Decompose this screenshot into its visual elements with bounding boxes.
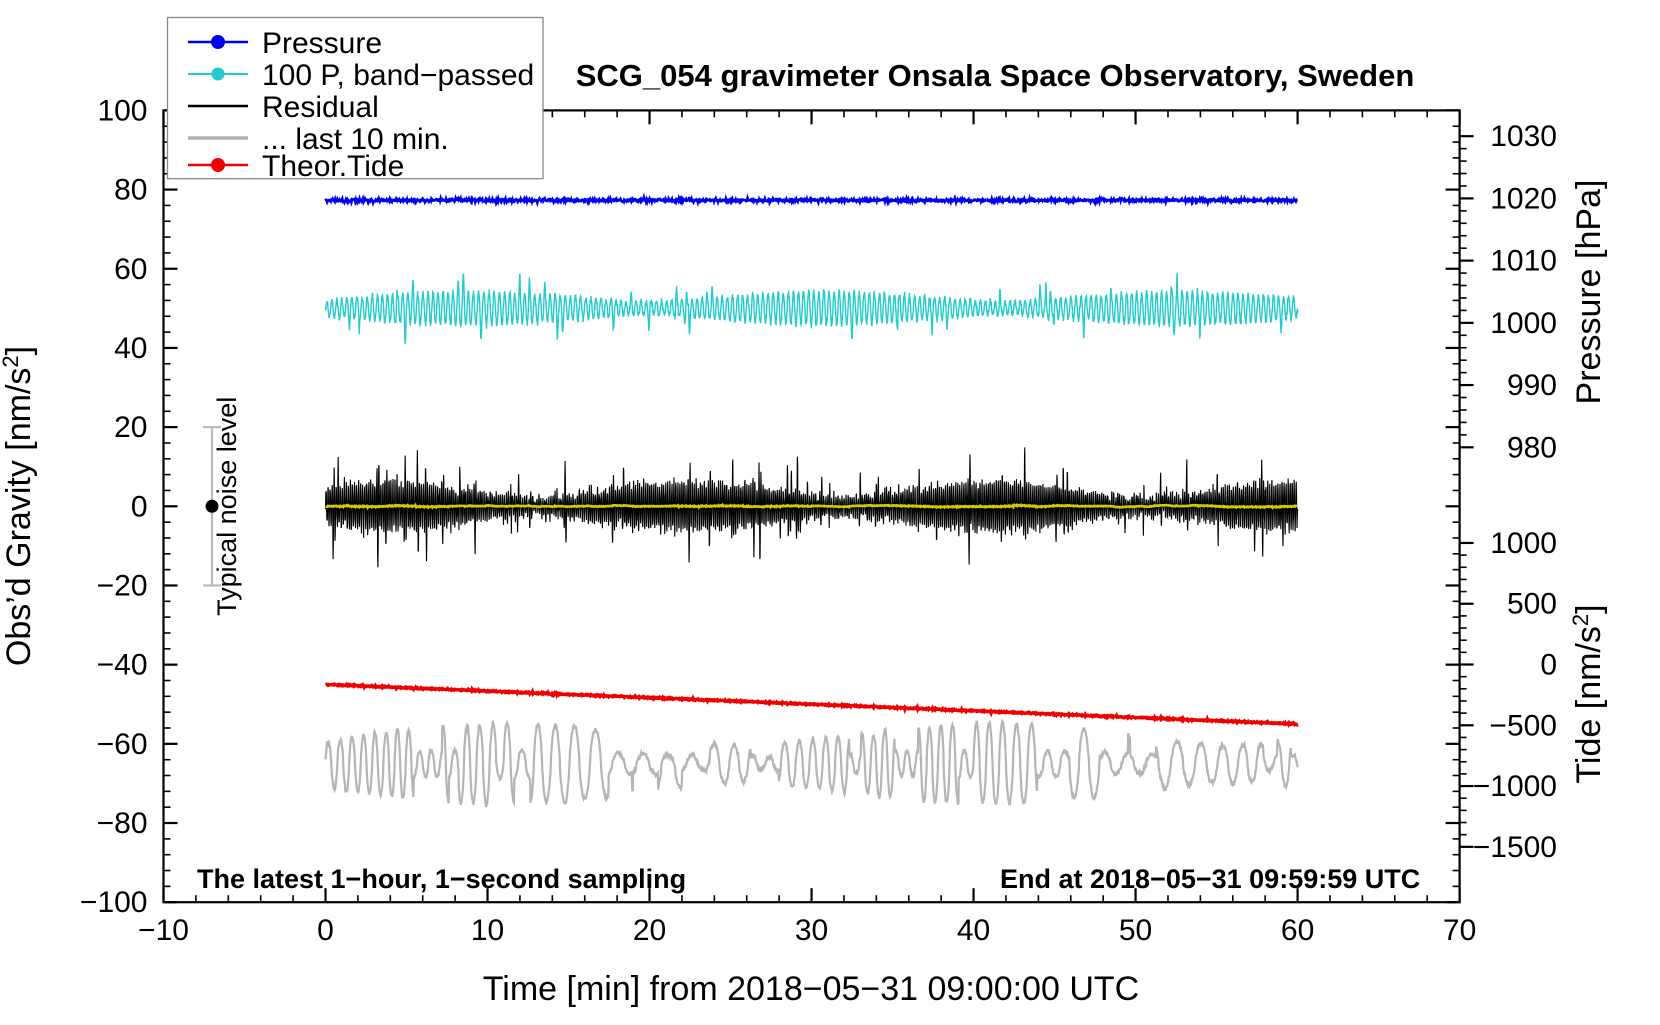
svg-text:Time [min] from 2018−05−31 09:: Time [min] from 2018−05−31 09:00:00 UTC xyxy=(483,970,1139,1008)
svg-text:1000: 1000 xyxy=(1490,527,1557,560)
svg-text:20: 20 xyxy=(633,914,666,947)
svg-text:−500: −500 xyxy=(1489,709,1557,742)
svg-text:Theor.Tide: Theor.Tide xyxy=(262,150,404,183)
svg-text:1030: 1030 xyxy=(1490,120,1557,153)
svg-text:60: 60 xyxy=(1281,914,1314,947)
svg-text:The latest 1−hour, 1−second sa: The latest 1−hour, 1−second sampling xyxy=(197,864,686,894)
svg-text:100: 100 xyxy=(97,94,147,127)
svg-text:Typical noise level: Typical noise level xyxy=(212,397,242,616)
svg-text:0: 0 xyxy=(131,490,148,523)
svg-text:1010: 1010 xyxy=(1490,245,1557,278)
svg-text:980: 980 xyxy=(1507,431,1557,464)
svg-text:1020: 1020 xyxy=(1490,182,1557,215)
svg-text:80: 80 xyxy=(114,174,147,207)
svg-text:Tide [nm/s2]: Tide [nm/s2] xyxy=(1568,604,1609,783)
svg-text:Pressure: Pressure xyxy=(262,27,382,60)
svg-text:End at 2018−05−31 09:59:59 UTC: End at 2018−05−31 09:59:59 UTC xyxy=(1000,864,1420,894)
svg-text:50: 50 xyxy=(1119,914,1152,947)
svg-text:Pressure [hPa]: Pressure [hPa] xyxy=(1570,180,1608,405)
svg-text:40: 40 xyxy=(957,914,990,947)
svg-text:0: 0 xyxy=(1540,649,1557,682)
svg-text:−80: −80 xyxy=(97,807,148,840)
svg-text:990: 990 xyxy=(1507,369,1557,402)
svg-text:40: 40 xyxy=(114,332,147,365)
svg-text:30: 30 xyxy=(795,914,828,947)
svg-text:SCG_054 gravimeter Onsala Spac: SCG_054 gravimeter Onsala Space Observat… xyxy=(576,58,1415,93)
svg-text:Residual: Residual xyxy=(262,91,379,124)
svg-text:500: 500 xyxy=(1507,588,1557,621)
svg-text:0: 0 xyxy=(317,914,334,947)
svg-text:60: 60 xyxy=(114,253,147,286)
svg-text:−1000: −1000 xyxy=(1473,770,1557,803)
svg-text:Obs’d Gravity [nm/s2]: Obs’d Gravity [nm/s2] xyxy=(0,346,38,666)
svg-text:−1500: −1500 xyxy=(1473,831,1557,864)
svg-text:1000: 1000 xyxy=(1490,307,1557,340)
svg-text:20: 20 xyxy=(114,411,147,444)
svg-text:100 P, band−passed: 100 P, band−passed xyxy=(262,59,534,92)
svg-text:−10: −10 xyxy=(138,914,189,947)
svg-text:70: 70 xyxy=(1443,914,1476,947)
svg-text:−60: −60 xyxy=(97,728,148,761)
svg-text:10: 10 xyxy=(471,914,504,947)
svg-text:−40: −40 xyxy=(97,649,148,682)
svg-text:−20: −20 xyxy=(97,569,148,602)
